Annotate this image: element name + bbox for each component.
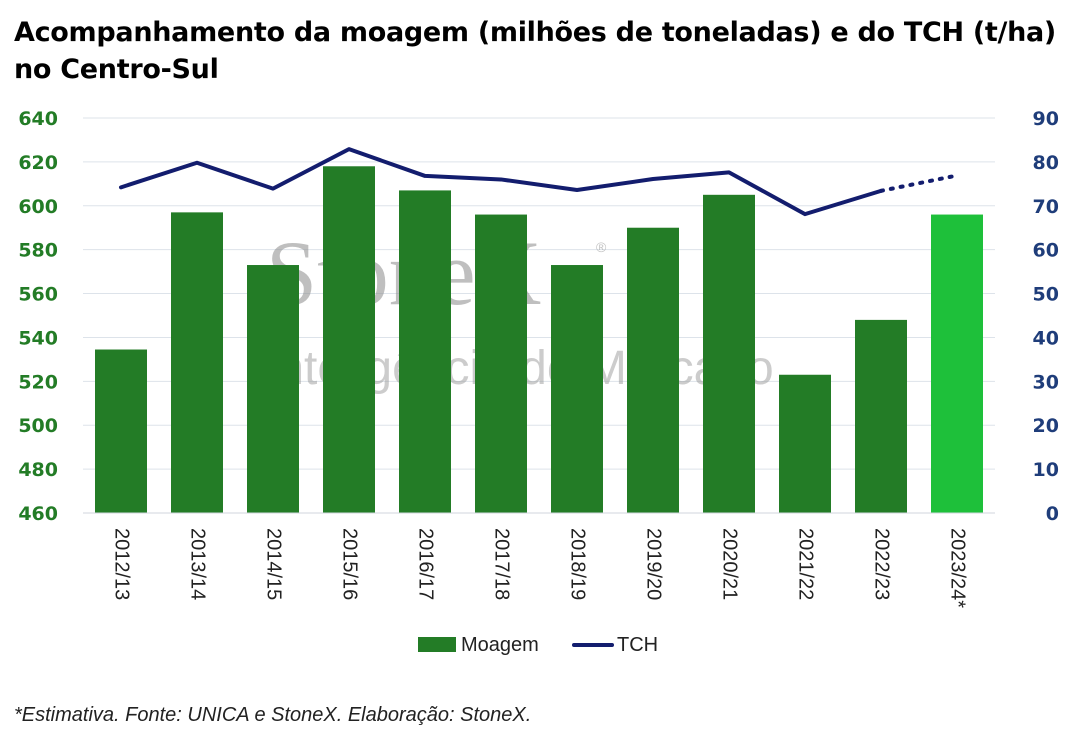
y-right-tick-label: 80 xyxy=(1033,152,1059,174)
bar-moagem xyxy=(779,374,831,513)
x-tick-label: 2017/18 xyxy=(491,528,513,600)
x-tick-label: 2018/19 xyxy=(567,528,589,600)
bar-moagem xyxy=(855,319,907,513)
y-left-tick-label: 480 xyxy=(18,459,58,481)
legend-label-moagem: Moagem xyxy=(461,634,539,656)
x-tick-label: 2020/21 xyxy=(719,528,741,600)
watermark-registered: ® xyxy=(596,239,607,255)
y-left-tick-label: 500 xyxy=(18,415,58,437)
bar-moagem xyxy=(171,212,223,513)
x-tick-label: 2014/15 xyxy=(263,528,285,600)
x-tick-label: 2012/13 xyxy=(111,528,133,600)
x-tick-label: 2023/24* xyxy=(947,528,969,608)
y-left-tick-label: 580 xyxy=(18,240,58,262)
y-right-tick-label: 20 xyxy=(1033,415,1059,437)
y-left-tick-label: 560 xyxy=(18,284,58,306)
bar-moagem xyxy=(399,190,451,513)
bar-moagem xyxy=(247,265,299,513)
x-tick-label: 2022/23 xyxy=(871,528,893,600)
bar-moagem xyxy=(703,194,755,514)
legend-swatch-moagem xyxy=(418,637,456,652)
axes: 460 480 500 520 540 560 580 600 620 640 0 10 20 30 40 5… xyxy=(18,108,1059,608)
y-right-tick-label: 50 xyxy=(1033,284,1059,306)
tch-line xyxy=(119,147,959,217)
bars xyxy=(95,166,983,514)
footnote: *Estimativa. Fonte: UNICA e StoneX. Elab… xyxy=(14,704,532,726)
y-right-tick-label: 30 xyxy=(1033,371,1059,393)
y-left-tick-label: 540 xyxy=(18,327,58,349)
x-tick-label: 2021/22 xyxy=(795,528,817,600)
y-right-tick-label: 90 xyxy=(1033,108,1059,130)
y-left-tick-label: 520 xyxy=(18,371,58,393)
y-left-tick-label: 620 xyxy=(18,152,58,174)
tch-line-actual xyxy=(119,147,883,217)
bar-moagem xyxy=(931,214,983,514)
bar-moagem xyxy=(551,265,603,513)
x-tick-label: 2015/16 xyxy=(339,528,361,600)
y-right-tick-label: 70 xyxy=(1033,196,1059,218)
tch-line-estimate xyxy=(879,173,959,193)
y-left-tick-label: 460 xyxy=(18,503,58,525)
grid-lines xyxy=(83,117,995,470)
chart-title: Acompanhamento da moagem (milhões de ton… xyxy=(14,17,1056,85)
y-right-tick-label: 10 xyxy=(1033,459,1059,481)
y-left-tick-label: 640 xyxy=(18,108,58,130)
y-left-tick-label: 600 xyxy=(18,196,58,218)
y-right-tick-label: 0 xyxy=(1046,503,1059,525)
bar-moagem xyxy=(323,166,375,513)
bar-moagem xyxy=(627,227,679,513)
y-right-tick-label: 40 xyxy=(1033,327,1059,349)
legend-label-tch: TCH xyxy=(617,634,658,656)
bar-moagem xyxy=(475,214,527,514)
legend: Moagem TCH xyxy=(418,634,658,656)
y-right-tick-label: 60 xyxy=(1033,240,1059,262)
x-tick-label: 2013/14 xyxy=(187,528,209,600)
bar-moagem xyxy=(95,349,147,513)
x-tick-label: 2019/20 xyxy=(643,528,665,600)
x-tick-label: 2016/17 xyxy=(415,528,437,600)
